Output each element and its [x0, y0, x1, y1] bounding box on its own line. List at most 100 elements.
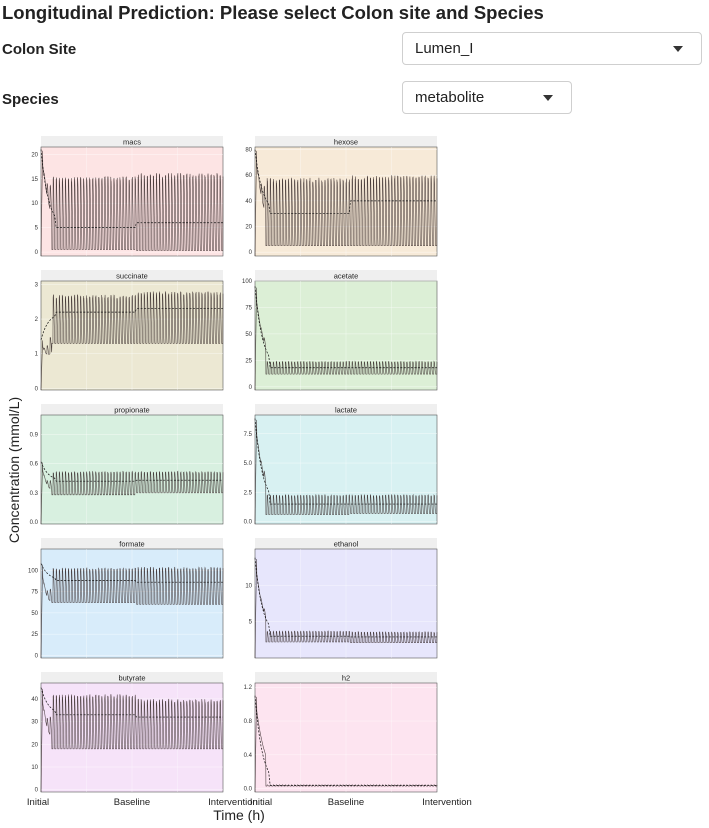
y-tick-label: 20	[31, 152, 38, 158]
y-tick-label: 0	[249, 250, 253, 256]
y-axis-title: Concentration (mmol/L)	[6, 397, 22, 543]
series-line-formate	[40, 564, 224, 659]
y-tick-label: 100	[28, 568, 39, 574]
y-tick-label: 1	[35, 352, 39, 358]
y-tick-label: 20	[245, 225, 252, 231]
y-tick-label: 20	[31, 742, 38, 748]
panel-lactate: lactate 0.0 2.5 5.0 7.5	[244, 404, 438, 526]
y-tick-label: 5	[35, 226, 39, 232]
mean-line-ethanol	[254, 557, 437, 638]
x-axis-title: Time (h)	[213, 807, 265, 823]
panel-strip	[255, 672, 437, 683]
panel-strip	[41, 404, 223, 415]
mean-line-succinate	[40, 308, 223, 340]
panel-strip	[41, 270, 223, 281]
x-tick-label: Baseline	[328, 797, 364, 808]
colon-site-label: Colon Site	[2, 41, 77, 58]
y-tick-label: 0	[249, 385, 253, 391]
mean-line-propionate	[40, 461, 223, 482]
mean-line-macs	[40, 149, 223, 228]
panel-title: ethanol	[334, 540, 359, 549]
y-tick-label: 60	[245, 173, 252, 179]
y-tick-label: 0	[35, 386, 39, 392]
panel-title: lactate	[335, 406, 357, 415]
y-tick-label: 50	[245, 332, 252, 338]
panel-acetate: acetate 0 25 50 75 100	[242, 270, 438, 391]
panel-title: butyrate	[118, 674, 145, 683]
panel-strip	[255, 136, 437, 147]
y-tick-label: 0.0	[244, 787, 253, 793]
y-tick-label: 0.0	[244, 520, 253, 526]
panel-title: formate	[119, 540, 144, 549]
mean-line-butyrate	[40, 687, 223, 718]
y-tick-label: 0	[35, 788, 39, 794]
y-tick-label: 0	[35, 653, 39, 659]
y-tick-label: 40	[245, 199, 252, 205]
y-tick-label: 15	[31, 177, 38, 183]
series-line-acetate	[254, 287, 438, 391]
y-tick-label: 5.0	[244, 461, 253, 467]
y-tick-label: 2	[35, 317, 39, 323]
y-tick-label: 5	[249, 620, 253, 626]
series-line-succinate	[40, 291, 224, 391]
series-line-hexose	[254, 150, 438, 257]
panel-strip	[255, 538, 437, 549]
chevron-down-icon	[543, 94, 553, 101]
y-tick-label: 0	[35, 250, 39, 256]
panel-title: h2	[342, 674, 350, 683]
series-line-propionate	[40, 462, 224, 525]
mean-line-formate	[40, 563, 223, 583]
species-label: Species	[2, 91, 59, 108]
series-line-ethanol	[254, 558, 438, 659]
colon-site-value: Lumen_I	[415, 40, 474, 57]
y-tick-label: 30	[31, 720, 38, 726]
panel-butyrate: butyrate 0 10 20 30 40	[31, 672, 224, 794]
y-tick-label: 10	[245, 583, 252, 589]
y-tick-label: 3	[35, 282, 39, 288]
x-tick-label: Intervention	[422, 797, 472, 808]
y-tick-label: 0.4	[244, 753, 253, 759]
panel-strip	[255, 270, 437, 281]
panel-strip	[41, 672, 223, 683]
y-tick-label: 100	[242, 279, 253, 285]
y-tick-label: 10	[31, 201, 38, 207]
y-tick-label: 7.5	[244, 432, 253, 438]
series-line-butyrate	[40, 688, 224, 793]
chevron-down-icon	[673, 45, 683, 52]
x-tick-label: Initial	[250, 797, 272, 808]
y-tick-label: 75	[31, 590, 38, 596]
colon-site-select[interactable]: Lumen_I	[402, 32, 702, 65]
panel-ethanol: ethanol 5 10	[245, 538, 438, 659]
y-tick-label: 50	[31, 611, 38, 617]
y-tick-label: 2.5	[244, 490, 253, 496]
y-tick-label: 0.0	[30, 520, 39, 526]
panel-propionate: propionate 0.0 0.3 0.6 0.9	[30, 404, 224, 526]
mean-line-lactate	[254, 418, 437, 505]
y-tick-label: 40	[31, 697, 38, 703]
x-tick-label: Baseline	[114, 797, 150, 808]
panel-title: propionate	[114, 406, 149, 415]
panel-strip	[41, 136, 223, 147]
panel-title: succinate	[116, 272, 148, 281]
mean-line-h2	[254, 695, 437, 786]
series-line-lactate	[254, 419, 438, 525]
y-tick-label: 1.2	[244, 685, 253, 691]
species-select[interactable]: metabolite	[402, 81, 572, 114]
panel-hexose: hexose 0 20 40 60 80	[245, 136, 438, 257]
y-tick-label: 80	[245, 148, 252, 154]
series-line-macs	[40, 150, 224, 257]
panel-title: acetate	[334, 272, 359, 281]
panel-title: macs	[123, 138, 141, 147]
panel-title: hexose	[334, 138, 358, 147]
panel-formate: formate 0 25 50 75 100	[28, 538, 224, 659]
panel-succinate: succinate 0 1 2 3	[35, 270, 224, 392]
panel-strip	[255, 404, 437, 415]
page-title: Longitudinal Prediction: Please select C…	[2, 2, 544, 23]
mean-line-acetate	[254, 286, 437, 369]
x-tick-label: Initial	[27, 797, 49, 808]
y-tick-label: 0.9	[30, 432, 39, 438]
y-tick-label: 0.8	[244, 719, 253, 725]
y-tick-label: 25	[245, 358, 252, 364]
mean-line-hexose	[254, 149, 437, 215]
